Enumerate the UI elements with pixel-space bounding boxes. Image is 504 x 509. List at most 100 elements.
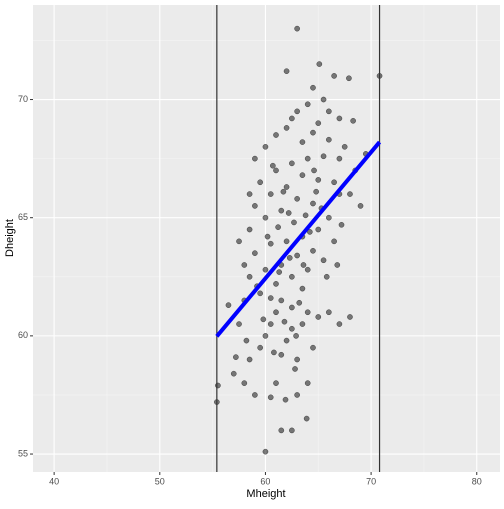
point: [236, 321, 242, 327]
point: [215, 382, 221, 389]
point: [338, 221, 345, 228]
point: [300, 262, 307, 268]
point: [241, 380, 248, 386]
point: [283, 184, 290, 190]
point: [246, 356, 253, 363]
point: [302, 212, 309, 219]
point: [267, 240, 274, 247]
point: [289, 427, 295, 434]
marks: [213, 5, 383, 472]
y-axis-title: Dheight: [4, 219, 16, 257]
point: [331, 238, 337, 245]
point: [323, 273, 330, 280]
point: [299, 285, 306, 292]
point: [357, 203, 364, 209]
point: [285, 210, 292, 216]
x-tick-label: 50: [155, 476, 165, 486]
point: [336, 115, 343, 122]
point: [334, 262, 341, 268]
x-tick-label: 60: [260, 476, 270, 486]
point: [281, 318, 288, 325]
point: [262, 266, 269, 273]
point: [293, 333, 299, 339]
point: [273, 309, 279, 316]
point: [313, 188, 320, 195]
point: [262, 214, 269, 221]
point: [292, 366, 298, 372]
point: [280, 188, 287, 195]
point: [236, 238, 242, 245]
point: [252, 203, 258, 209]
point: [316, 61, 323, 67]
point: [306, 229, 313, 235]
point: [278, 427, 285, 434]
point: [243, 337, 250, 344]
point: [320, 257, 327, 264]
point: [269, 162, 276, 169]
fit-line: [215, 140, 382, 338]
point: [315, 177, 322, 183]
point: [347, 314, 353, 320]
point: [273, 167, 279, 174]
point: [303, 415, 310, 422]
point: [262, 448, 269, 455]
point: [325, 108, 332, 115]
point: [273, 380, 279, 386]
point: [304, 101, 311, 108]
y-tick-label: 55: [18, 448, 28, 458]
point: [267, 321, 274, 327]
point: [294, 252, 300, 259]
point: [257, 179, 264, 186]
point: [331, 73, 337, 79]
point: [294, 25, 300, 32]
point: [246, 226, 253, 233]
point: [310, 247, 316, 254]
point: [225, 302, 232, 308]
x-axis-title: Mheight: [246, 488, 285, 500]
point: [289, 325, 295, 332]
point: [275, 224, 281, 231]
point: [233, 354, 239, 360]
point: [325, 214, 332, 221]
point: [294, 195, 300, 202]
point: [257, 344, 264, 351]
point: [267, 295, 274, 301]
point: [350, 117, 356, 124]
point: [286, 255, 293, 261]
point: [310, 129, 316, 136]
point: [289, 304, 295, 311]
point: [230, 370, 237, 377]
point: [347, 191, 353, 197]
point: [252, 392, 258, 398]
point: [291, 219, 297, 226]
point: [289, 273, 295, 280]
point: [304, 155, 311, 162]
point: [320, 96, 327, 103]
point: [325, 136, 332, 143]
point: [304, 380, 311, 386]
point: [283, 125, 290, 131]
point: [271, 349, 277, 356]
point: [278, 207, 285, 214]
point: [315, 226, 322, 233]
point: [310, 344, 316, 351]
point: [315, 120, 322, 127]
point: [336, 321, 343, 327]
x-tick-label: 80: [472, 476, 482, 486]
point: [311, 167, 317, 174]
point: [278, 297, 285, 304]
point: [273, 281, 279, 287]
point: [273, 132, 279, 138]
point: [262, 143, 269, 150]
point: [257, 290, 264, 297]
point: [315, 314, 322, 320]
point: [289, 160, 295, 167]
point: [296, 299, 303, 306]
point: [294, 108, 300, 115]
point: [325, 309, 332, 316]
point: [283, 337, 290, 344]
point: [246, 273, 253, 280]
point: [252, 250, 258, 257]
point: [241, 262, 248, 268]
